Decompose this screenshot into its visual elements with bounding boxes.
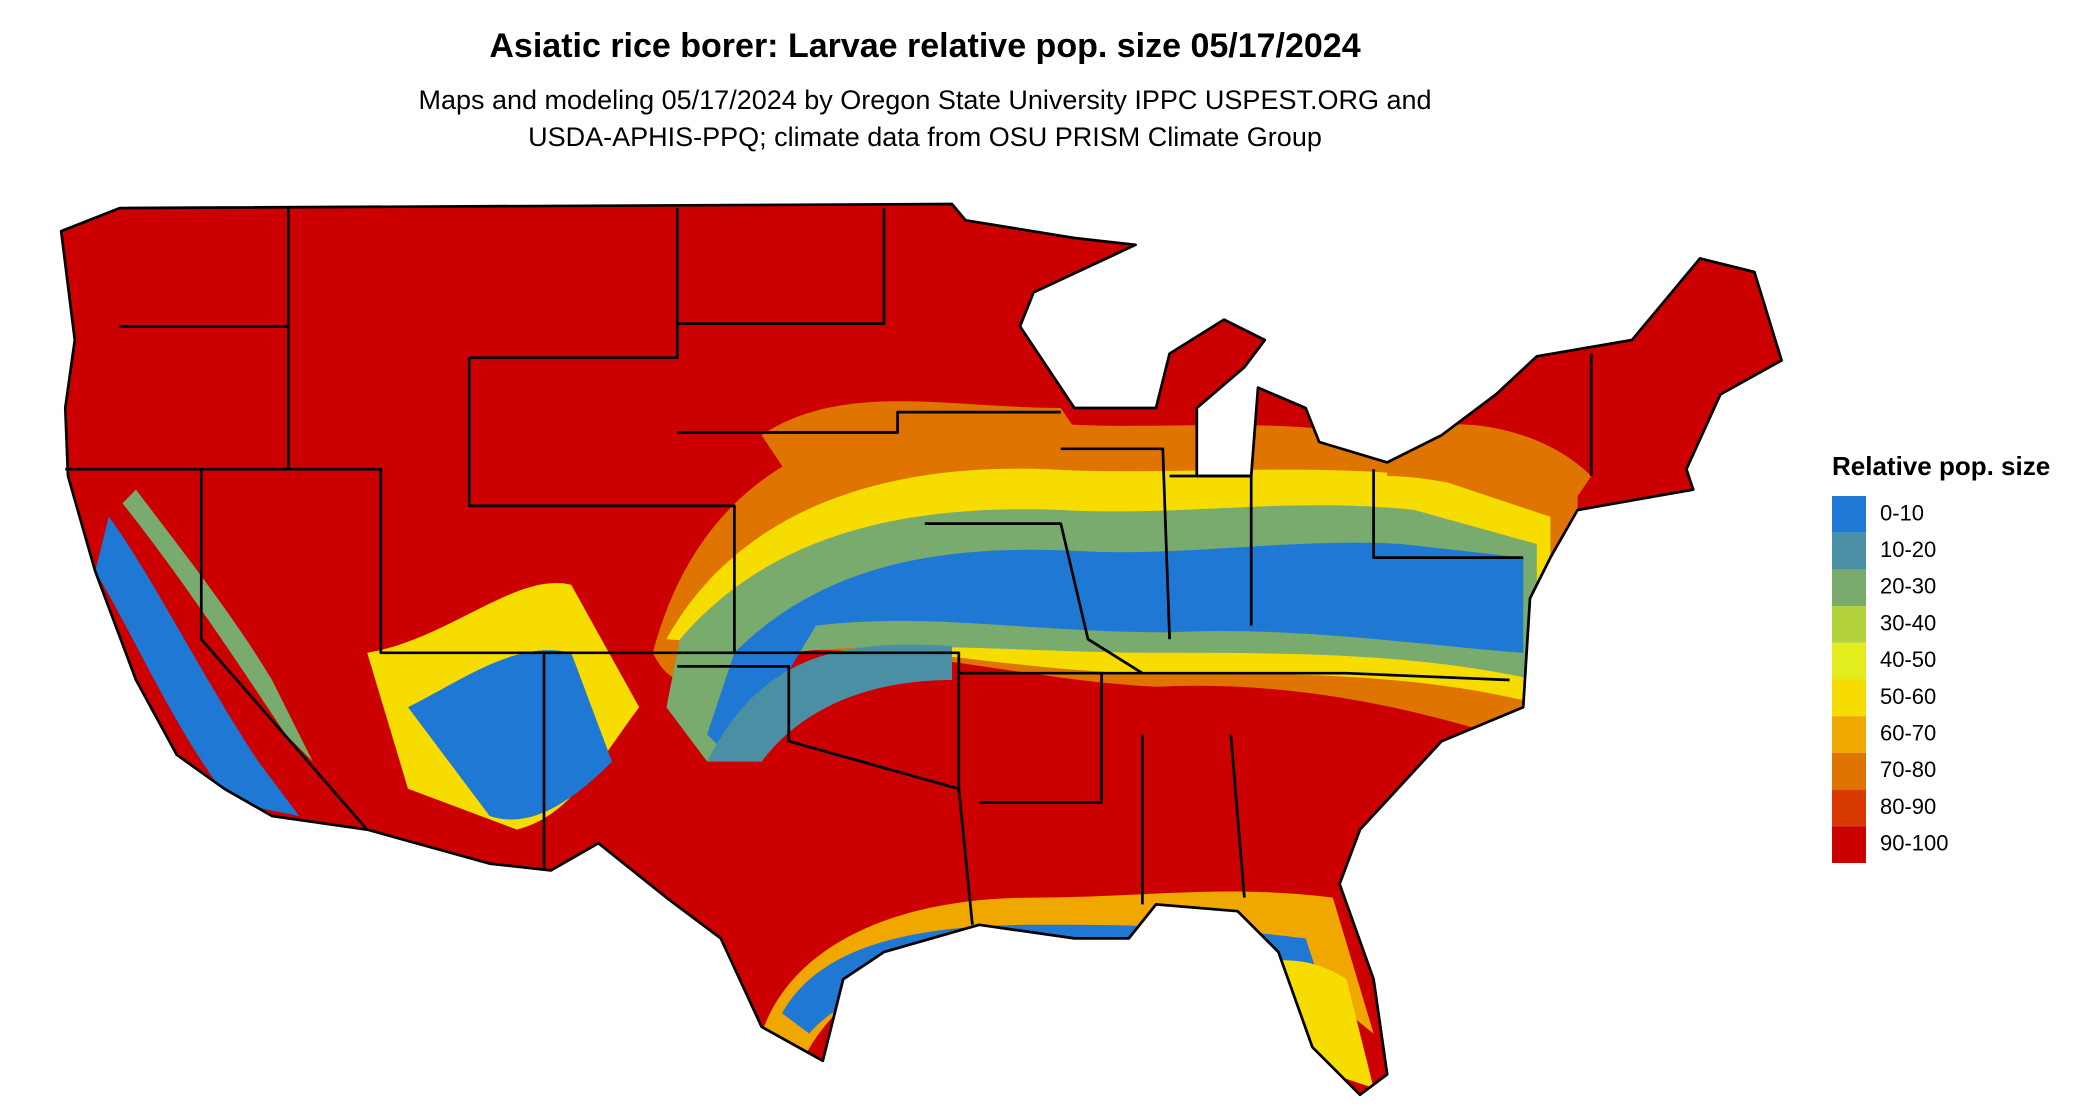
legend: 0-10 10-20 20-30 30-40 40-50 50-60 60-70 70-80 8…	[1832, 496, 1949, 863]
legend-swatch	[1832, 642, 1866, 680]
state-borders	[65, 208, 1593, 925]
legend-swatch	[1832, 532, 1866, 570]
legend-label: 80-90	[1880, 794, 1936, 819]
map-subtitle: Maps and modeling 05/17/2024 by Oregon S…	[418, 85, 1431, 115]
legend-label: 40-50	[1880, 647, 1936, 672]
legend-swatch	[1832, 826, 1866, 863]
legend-label: 50-60	[1880, 684, 1936, 709]
legend-label: 70-80	[1880, 757, 1936, 782]
legend-label: 60-70	[1880, 721, 1936, 746]
legend-label: 10-20	[1880, 537, 1936, 562]
map-title: Asiatic rice borer: Larvae relative pop.…	[489, 27, 1360, 65]
legend-label: 0-10	[1880, 500, 1924, 525]
legend-label: 20-30	[1880, 574, 1936, 599]
legend-swatch	[1832, 496, 1866, 533]
legend-swatch	[1832, 569, 1866, 607]
map-subtitle: USDA-APHIS-PPQ; climate data from OSU PR…	[528, 122, 1322, 152]
legend-label: 90-100	[1880, 831, 1949, 856]
legend-title: Relative pop. size	[1832, 451, 2050, 481]
legend-swatch	[1832, 716, 1866, 753]
legend-swatch	[1832, 606, 1866, 643]
legend-swatch	[1832, 679, 1866, 717]
legend-swatch	[1832, 752, 1866, 790]
legend-swatch	[1832, 789, 1866, 827]
legend-label: 30-40	[1880, 610, 1936, 635]
